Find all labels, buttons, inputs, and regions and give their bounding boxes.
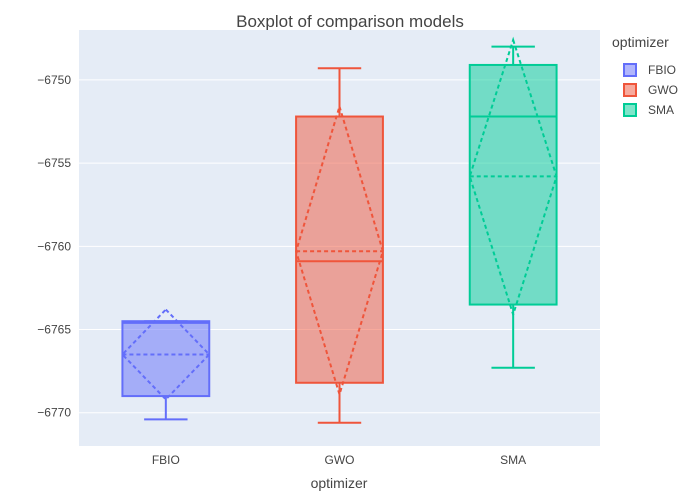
x-axis-title: optimizer	[311, 475, 368, 491]
legend-swatch	[623, 83, 637, 97]
legend-label: FBIO	[648, 63, 676, 77]
legend-title: optimizer	[612, 34, 669, 50]
box-fbio	[121, 308, 211, 421]
sd-diamond	[468, 36, 558, 318]
legend-swatch	[623, 63, 637, 77]
legend-item-gwo: GWO	[623, 83, 678, 97]
sd-diamond	[295, 103, 384, 398]
y-tick-label: −6750	[37, 73, 71, 87]
x-axis-ticks: FBIO GWO SMA	[152, 453, 526, 467]
x-tick-label: FBIO	[152, 453, 180, 467]
chart-title: Boxplot of comparison models	[236, 12, 464, 31]
legend: optimizer FBIO GWO SMA	[612, 34, 678, 117]
legend-label: SMA	[648, 103, 674, 117]
y-axis-ticks: −6770 −6765 −6760 −6755 −6750	[37, 73, 71, 420]
y-tick-label: −6755	[37, 156, 71, 170]
legend-swatch	[623, 103, 637, 117]
legend-item-sma: SMA	[623, 103, 674, 117]
y-tick-label: −6770	[37, 406, 71, 420]
box-body	[121, 320, 211, 398]
x-tick-label: SMA	[500, 453, 526, 467]
box-traces	[121, 36, 558, 424]
legend-item-fbio: FBIO	[623, 63, 676, 77]
y-tick-label: −6760	[37, 239, 71, 253]
box-body	[468, 63, 558, 306]
box-sma	[468, 36, 558, 369]
box-gwo	[295, 67, 384, 424]
y-tick-label: −6765	[37, 323, 71, 337]
x-tick-label: GWO	[325, 453, 355, 467]
legend-label: GWO	[648, 83, 678, 97]
box-body	[295, 115, 384, 384]
